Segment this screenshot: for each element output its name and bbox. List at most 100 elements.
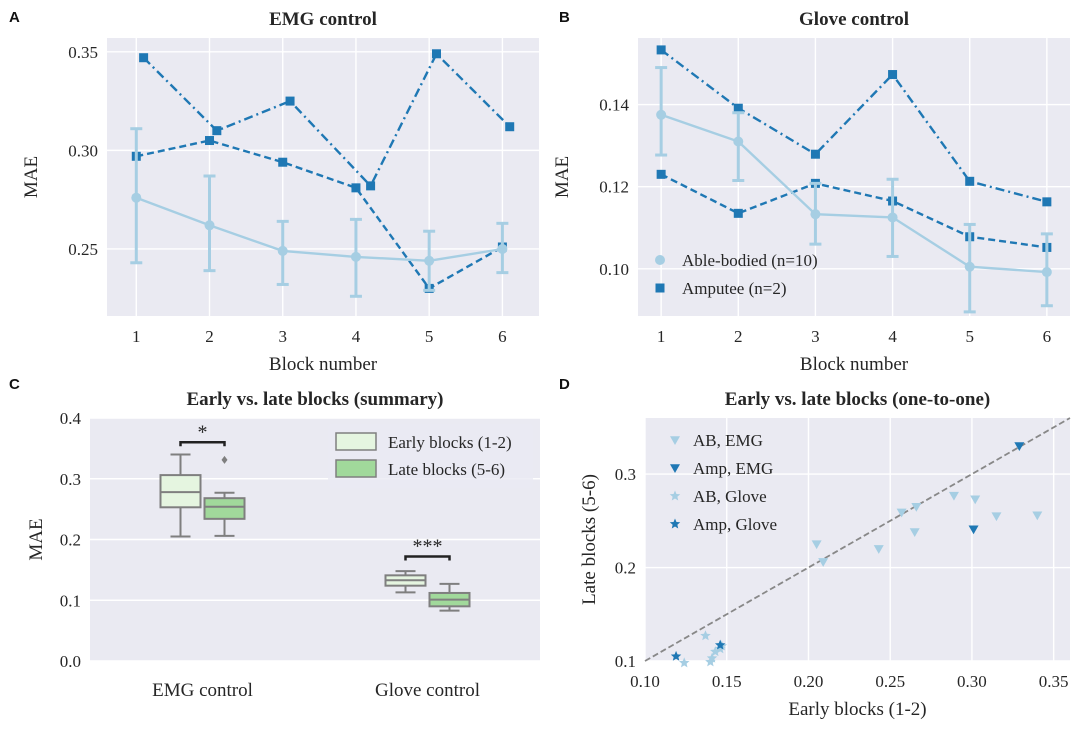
legend-marker [670, 464, 680, 473]
legend-swatch [335, 459, 377, 478]
data-point [351, 183, 361, 193]
data-point [733, 208, 743, 218]
data-point [733, 136, 744, 147]
data-point [888, 70, 898, 80]
early-late-summary-box-chart: 0.0 0.1 0.2 0.3 0.4 EMG control Glove control E… [26, 389, 540, 701]
emg-control-line-chart: 1 2 3 4 5 6 0.25 0.30 0.35 EMG control Block numbe… [21, 9, 539, 375]
chart-title: EMG control [269, 9, 377, 30]
significance-bracket [404, 555, 451, 561]
series-line [660, 48, 1048, 203]
legend-marker [669, 490, 681, 501]
data-point [212, 126, 222, 136]
x-tick-label: 4 [352, 327, 361, 346]
x-tick-label: 0.20 [794, 672, 824, 691]
x-tick-label: 0.10 [630, 672, 660, 691]
y-tick-label: 0.0 [60, 652, 81, 671]
box-iqr [203, 497, 246, 520]
data-point [733, 103, 743, 113]
data-point [505, 122, 515, 132]
y-axis-label: MAE [26, 518, 47, 560]
y-tick-label: 0.3 [615, 465, 636, 484]
chart-title: Early vs. late blocks (summary) [186, 389, 443, 410]
data-point [810, 149, 820, 159]
y-tick-label: 0.2 [60, 531, 81, 550]
legend-box [328, 424, 533, 488]
legend-label: AB, EMG [693, 431, 763, 450]
data-point [285, 96, 295, 106]
data-point [810, 209, 821, 220]
data-point [139, 53, 149, 63]
significance-label: *** [413, 536, 443, 558]
significance-bracket [179, 441, 226, 447]
data-point [964, 261, 975, 272]
significance-label: * [198, 421, 208, 443]
y-tick-label: 0.1 [60, 591, 81, 610]
data-point [968, 525, 979, 535]
panel-letter-c: C [9, 376, 20, 393]
data-point [366, 181, 376, 191]
legend-label: Able-bodied (n=10) [682, 251, 818, 270]
identity-line [644, 417, 1071, 662]
data-point [811, 540, 822, 550]
plot-background [107, 38, 539, 316]
x-tick-label: 1 [132, 327, 141, 346]
data-point [424, 255, 435, 266]
x-tick-label: 6 [498, 327, 507, 346]
data-point [1042, 197, 1052, 207]
data-point [204, 220, 215, 231]
data-point [818, 558, 829, 567]
x-tick-label: 5 [425, 327, 434, 346]
data-point [670, 650, 682, 661]
series-line [660, 173, 1048, 249]
data-point [1041, 267, 1052, 278]
y-tick-label: 0.25 [68, 240, 98, 259]
y-axis-label: MAE [552, 156, 573, 198]
legend-label: AB, Glove [693, 487, 767, 506]
x-tick-label: 1 [657, 327, 666, 346]
x-tick-label: 0.35 [1039, 672, 1069, 691]
panel-letter-a: A [9, 9, 20, 26]
data-point [991, 512, 1002, 522]
y-axis-label: MAE [21, 156, 42, 198]
data-point [277, 245, 288, 256]
chart-title: Early vs. late blocks (one-to-one) [725, 389, 990, 410]
x-tick-label: 0.15 [712, 672, 742, 691]
y-tick-label: 0.14 [599, 96, 629, 115]
data-point [679, 657, 690, 668]
legend-label: Late blocks (5-6) [388, 460, 505, 479]
data-point [873, 545, 884, 554]
glove-control-line-chart: 1 2 3 4 5 6 0.10 0.12 0.14 Glove control Block num… [552, 9, 1070, 375]
data-point [714, 639, 726, 650]
x-tick-label: 2 [205, 327, 214, 346]
x-axis-label: Block number [269, 354, 378, 375]
y-tick-label: 0.35 [68, 43, 98, 62]
data-point [700, 630, 711, 641]
y-tick-label: 0.12 [599, 178, 629, 197]
data-point [431, 49, 441, 59]
data-point [497, 243, 508, 254]
data-point [1014, 442, 1025, 452]
early-late-one-to-one-scatter: 0.10 0.15 0.20 0.25 0.30 0.35 0.1 0.2 0.3 Early v… [579, 389, 1071, 720]
x-tick-label: 4 [888, 327, 897, 346]
x-axis-label: Block number [800, 354, 909, 375]
series-line [142, 51, 511, 188]
x-tick-label: 3 [278, 327, 287, 346]
data-point [896, 508, 907, 518]
x-tick-label: 3 [811, 327, 820, 346]
chart-title: Glove control [799, 9, 909, 30]
data-point [714, 643, 726, 654]
category-label: Glove control [375, 680, 480, 701]
legend-label: Early blocks (1-2) [388, 433, 512, 452]
data-point [970, 495, 981, 505]
data-point [131, 192, 142, 203]
x-tick-label: 2 [734, 327, 743, 346]
data-point [1032, 511, 1043, 521]
y-tick-label: 0.10 [599, 260, 629, 279]
data-point [965, 176, 975, 186]
legend-marker [655, 255, 665, 265]
legend-marker [669, 518, 681, 529]
panel-letter-b: B [559, 9, 570, 26]
series-line [136, 139, 503, 290]
plot-background [638, 38, 1070, 316]
